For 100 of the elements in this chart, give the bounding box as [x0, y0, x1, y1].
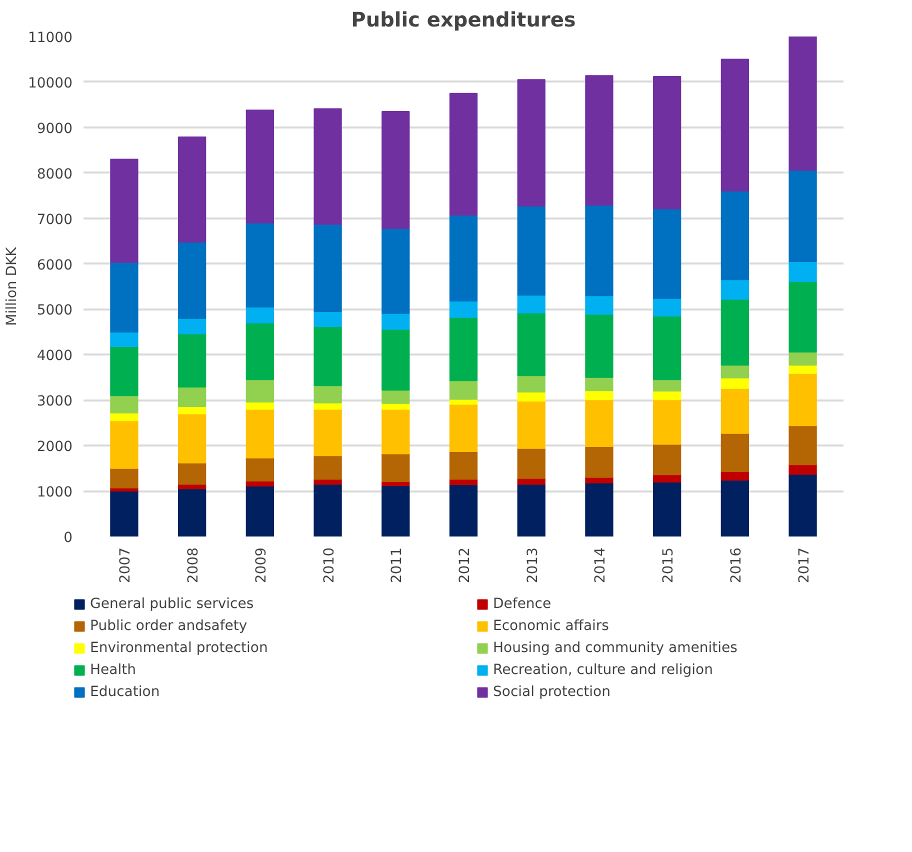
bar	[178, 413, 206, 464]
bar	[653, 474, 682, 482]
bar	[178, 241, 206, 319]
y-tick-label: 0	[64, 530, 73, 546]
bar	[585, 376, 614, 392]
bar	[585, 314, 614, 378]
bar	[178, 136, 206, 242]
bar	[314, 408, 342, 456]
y-tick-label: 2000	[36, 439, 73, 456]
x-tick-label: 2011	[389, 547, 406, 584]
bar	[314, 385, 342, 404]
bar	[246, 379, 274, 402]
bar	[382, 485, 410, 536]
bar	[246, 222, 274, 308]
x-tick-label: 2012	[457, 547, 473, 584]
bar	[585, 390, 614, 400]
bar	[653, 399, 682, 445]
y-tick-label: 7000	[36, 212, 73, 228]
bar	[178, 484, 206, 490]
bar	[382, 111, 410, 229]
legend-label: Defence	[493, 596, 552, 612]
y-tick-label: 6000	[36, 257, 73, 274]
bar	[449, 451, 478, 480]
bar	[517, 294, 546, 314]
x-tick-label: 2010	[321, 547, 338, 584]
bar	[246, 322, 274, 380]
legend-label: Recreation, culture and religion	[493, 662, 714, 678]
bar	[246, 110, 274, 224]
x-tick-label: 2017	[796, 547, 812, 584]
bar	[110, 490, 138, 536]
x-tick-label: 2009	[253, 547, 270, 584]
bar	[246, 306, 274, 324]
bar	[585, 399, 614, 447]
y-tick-label: 11000	[28, 30, 73, 46]
bar	[314, 311, 342, 327]
bar	[178, 462, 206, 485]
bar	[246, 408, 274, 458]
bar	[517, 206, 546, 296]
legend-label: Health	[90, 662, 137, 678]
bar	[788, 474, 817, 536]
legend-label: Economic affairs	[493, 618, 610, 634]
bar	[653, 481, 682, 536]
bar	[653, 444, 682, 476]
y-tick-label: 9000	[36, 120, 73, 137]
chart-title: Public expenditures	[351, 8, 576, 32]
bar	[585, 75, 614, 206]
bar	[110, 420, 138, 469]
bar	[788, 351, 817, 366]
bar	[788, 372, 817, 426]
bar	[720, 480, 749, 536]
y-tick-label: 10000	[28, 75, 73, 92]
y-tick-label: 1000	[36, 484, 73, 501]
legend-label: Education	[90, 684, 161, 700]
bar	[517, 312, 546, 376]
bar	[382, 453, 410, 482]
bar	[110, 395, 138, 414]
bar	[449, 380, 478, 400]
bar	[788, 170, 817, 262]
bar	[585, 295, 614, 315]
bar	[314, 455, 342, 480]
bar	[246, 486, 274, 536]
bar	[178, 333, 206, 388]
bar	[314, 484, 342, 536]
y-tick-label: 8000	[36, 166, 73, 182]
bar	[178, 406, 206, 414]
bar	[382, 390, 410, 404]
bar	[788, 36, 817, 171]
y-tick-label: 4000	[36, 348, 73, 364]
x-tick-label: 2008	[186, 547, 202, 584]
y-tick-label: 5000	[36, 302, 73, 319]
bar	[449, 300, 478, 318]
x-tick-label: 2014	[592, 547, 609, 584]
bar	[449, 404, 478, 452]
bar	[517, 448, 546, 479]
bar	[178, 488, 206, 536]
legend-label: Environmental protection	[90, 640, 269, 656]
bar	[178, 386, 206, 407]
bar	[653, 379, 682, 392]
bar	[517, 375, 546, 392]
legend-label: General public services	[90, 596, 255, 612]
bar	[653, 298, 682, 317]
x-tick-label: 2016	[728, 547, 744, 584]
bar	[788, 281, 817, 352]
bar	[585, 446, 614, 478]
bar	[382, 312, 410, 330]
x-tick-label: 2015	[660, 547, 677, 584]
bar	[788, 364, 817, 374]
x-tick-label: 2013	[524, 547, 541, 584]
bar	[720, 377, 749, 389]
bar	[246, 457, 274, 482]
bar	[110, 158, 138, 263]
bar	[653, 76, 682, 210]
bar	[720, 388, 749, 434]
bar	[517, 484, 546, 536]
bar	[382, 228, 410, 314]
bar	[720, 279, 749, 300]
bar	[449, 92, 478, 216]
bar	[110, 331, 138, 347]
bar	[110, 346, 138, 396]
bar	[449, 214, 478, 302]
